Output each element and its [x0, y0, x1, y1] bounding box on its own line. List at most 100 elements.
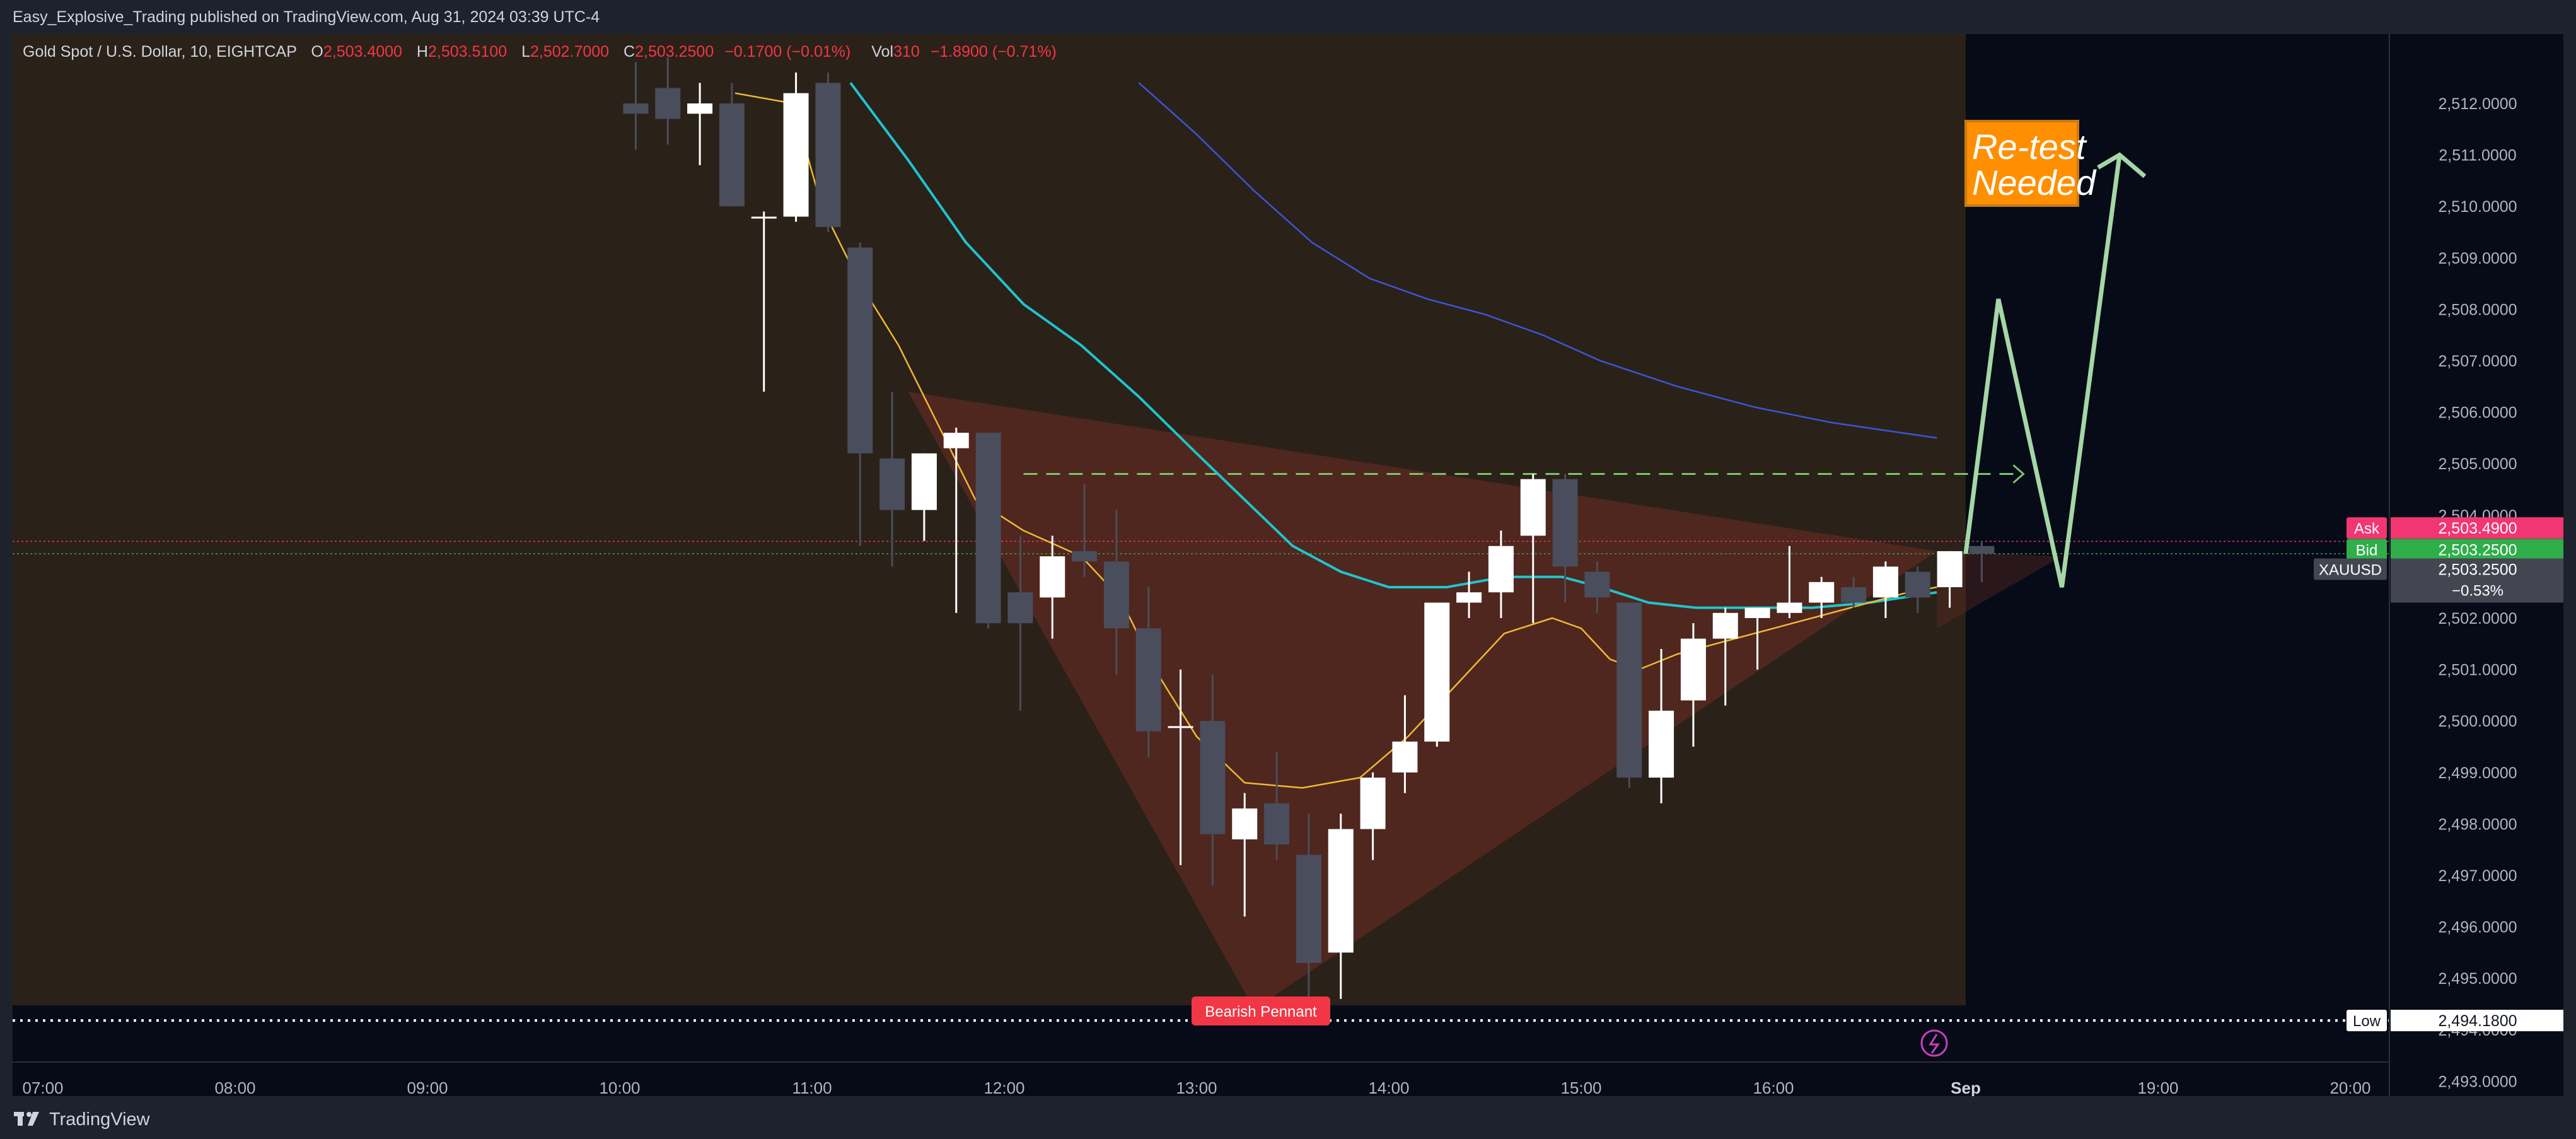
- last-price-change: −0.53%: [2452, 582, 2503, 599]
- candle: [1552, 474, 1578, 603]
- candle-body: [1777, 602, 1802, 613]
- y-tick-label: 2,499.0000: [2438, 764, 2517, 782]
- candle: [1872, 561, 1898, 618]
- legend-vol-value: 310: [893, 43, 920, 61]
- candle: [1103, 510, 1129, 675]
- candle-body: [1072, 551, 1098, 562]
- candle: [1809, 576, 1835, 618]
- bid-tag-key: Bid: [2356, 542, 2378, 559]
- last-price-box: [2391, 558, 2563, 603]
- candle-body: [1712, 612, 1738, 639]
- candle-body: [1200, 721, 1226, 834]
- candle: [1777, 546, 1802, 618]
- low-tag: Low 2,494.1800: [2347, 1010, 2563, 1032]
- low-tag-key: Low: [2353, 1013, 2381, 1030]
- candle-body: [1520, 479, 1546, 536]
- publish-header-text: Easy_Explosive_Trading published on Trad…: [13, 8, 600, 26]
- candle-body: [847, 247, 873, 453]
- candle: [1296, 814, 1321, 1010]
- y-tick-label: 2,507.0000: [2438, 353, 2517, 370]
- candle-body: [975, 433, 1001, 624]
- candle-body: [655, 88, 681, 119]
- low-tag-value-box: [2391, 1010, 2563, 1032]
- ask-tag-key: Ask: [2354, 520, 2380, 537]
- bid-tag-value-box: [2391, 539, 2563, 561]
- x-tick-label: Sep: [1951, 1078, 1981, 1096]
- target-arrowhead: [2012, 464, 2025, 484]
- ask-tag: Ask 2,503.4900: [2347, 517, 2563, 539]
- y-tick-label: 2,505.0000: [2438, 455, 2517, 473]
- chart-area[interactable]: Re-test Needed Bearish Pennant 2,493.0000 2,…: [13, 34, 2563, 1096]
- candle: [1841, 576, 1867, 608]
- retest-line2: Needed: [1972, 163, 2097, 202]
- x-tick-label: 13:00: [1176, 1078, 1217, 1096]
- y-tick-label: 2,509.0000: [2438, 250, 2517, 267]
- y-tick-label: 2,500.0000: [2438, 713, 2517, 730]
- candle-body: [1296, 855, 1321, 963]
- retest-box: [1964, 120, 2079, 207]
- bid-tag-key-box: [2347, 539, 2387, 561]
- projection-arrowhead: [2097, 152, 2147, 178]
- candle-body: [1264, 803, 1290, 845]
- candle: [911, 453, 937, 541]
- candle-body: [1135, 628, 1161, 732]
- candle-body: [1103, 561, 1129, 629]
- candle: [1712, 607, 1738, 706]
- footer-bar: TradingView: [0, 1100, 2576, 1139]
- candle-body: [719, 103, 745, 207]
- candle: [879, 391, 905, 567]
- candle-body: [911, 453, 937, 510]
- ema-slow-line: [1138, 82, 1937, 439]
- candle: [1392, 695, 1418, 793]
- candle: [1744, 607, 1770, 670]
- candle: [847, 242, 873, 546]
- y-tick-label: 2,493.0000: [2438, 1073, 2517, 1090]
- candle: [1584, 561, 1610, 613]
- tradingview-logo[interactable]: TradingView: [14, 1109, 150, 1130]
- legend-change: −0.1700 (−0.01%): [724, 43, 851, 61]
- tradingview-brand: TradingView: [49, 1109, 150, 1130]
- y-tick-label: 2,508.0000: [2438, 301, 2517, 318]
- candle: [1937, 551, 1963, 608]
- candle-body: [623, 103, 649, 114]
- candle: [1616, 602, 1642, 788]
- legend-vol-change: −1.8900 (−0.71%): [930, 43, 1057, 61]
- last-price-symbol-box: [2314, 558, 2387, 580]
- low-tag-key-box: [2347, 1010, 2387, 1032]
- candle-body: [1744, 607, 1770, 618]
- candle-body: [1488, 546, 1514, 593]
- candle-body: [1872, 566, 1898, 598]
- retest-line1: Re-test: [1972, 127, 2087, 166]
- last-price-value: 2,503.2500: [2438, 561, 2517, 578]
- y-tick-label: 2,501.0000: [2438, 662, 2517, 679]
- candle-body: [1456, 592, 1482, 603]
- x-tick-label: 19:00: [2137, 1078, 2178, 1096]
- ohlc-legend: Gold Spot / U.S. Dollar, 10, EIGHTCAP O2…: [23, 43, 1057, 61]
- bid-tag: Bid 2,503.2500: [2347, 539, 2563, 561]
- ema-fast-line: [734, 92, 1937, 789]
- x-tick-label: 11:00: [792, 1078, 832, 1096]
- candle: [1649, 648, 1674, 803]
- candle: [1424, 602, 1450, 747]
- candle-body: [1168, 726, 1193, 728]
- legend-low-label: L: [521, 43, 530, 61]
- ask-tag-value: 2,503.4900: [2438, 520, 2517, 537]
- candle-body: [1649, 710, 1674, 778]
- candle-body: [1360, 777, 1386, 829]
- ask-tag-value-box: [2391, 517, 2563, 539]
- legend-open-value: 2,503.4000: [323, 43, 402, 61]
- candle: [1200, 674, 1226, 886]
- candle-body: [1809, 581, 1835, 603]
- candle-body: [1040, 556, 1065, 598]
- candle-body: [751, 216, 777, 219]
- candle-body: [943, 433, 969, 448]
- legend-close-label: C: [624, 43, 635, 61]
- candle-body: [1392, 741, 1418, 773]
- pennant-label-box: [1192, 996, 1330, 1025]
- bid-tag-value: 2,503.2500: [2438, 541, 2517, 559]
- last-price-symbol: XAUUSD: [2319, 561, 2382, 578]
- replay-icon: [1920, 1029, 1948, 1057]
- candle: [1264, 752, 1290, 860]
- candle: [1072, 484, 1098, 577]
